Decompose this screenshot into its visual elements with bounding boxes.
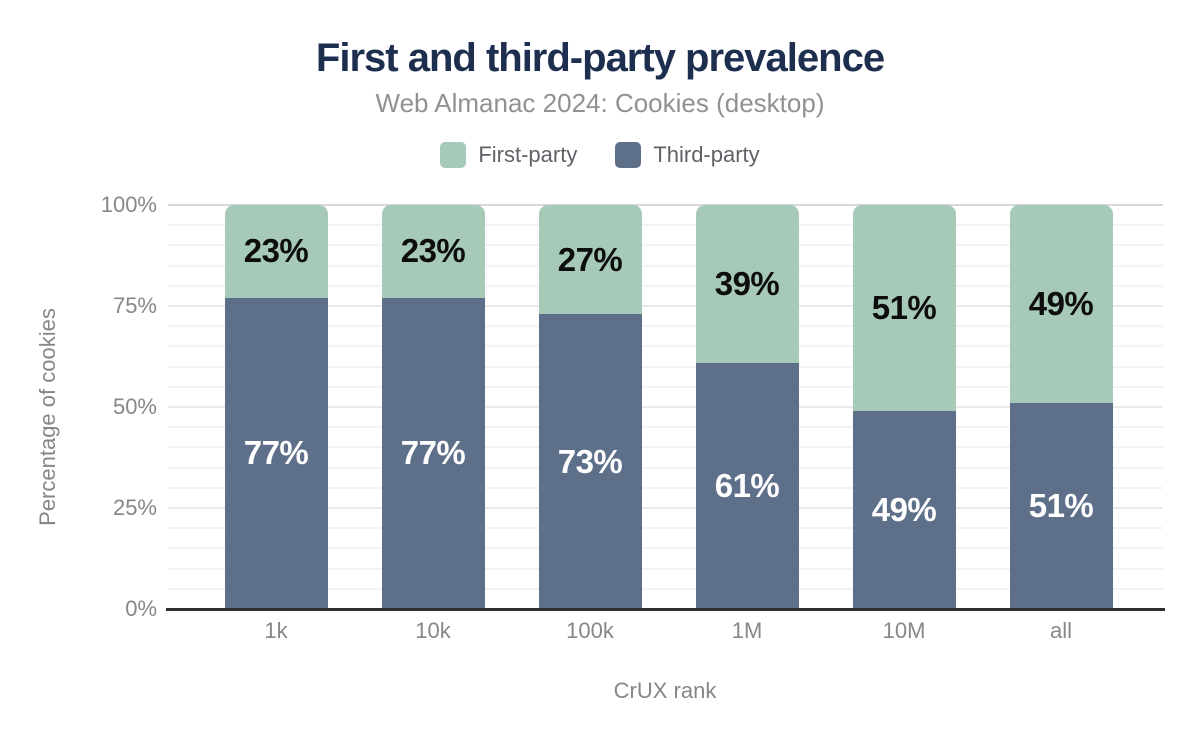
bar-value-label: 23% — [243, 232, 309, 270]
plot-area: 77% 23% 77% 23% 73% 27% 61% 39% 49% 51% 51% 49% — [166, 204, 1165, 611]
gridline-30 — [168, 486, 1163, 489]
bar-segment-all-third-party: 51% — [1009, 402, 1113, 609]
bar-value-label: 61% — [714, 466, 780, 504]
bar-segment-1M-third-party: 61% — [695, 362, 799, 609]
bar-segment-1M-first-party: 39% — [695, 205, 799, 363]
legend-item-first-party: First-party — [440, 142, 577, 168]
x-tick-100k: 100k — [566, 618, 614, 643]
gridline-85 — [168, 264, 1163, 267]
bar-group-1M: 61% 39% — [695, 205, 799, 609]
y-tick-0: 0% — [125, 596, 157, 621]
bar-segment-1k-third-party: 77% — [224, 297, 328, 609]
bar-group-100k: 73% 27% — [538, 205, 642, 609]
gridline-50 — [168, 406, 1163, 408]
bar-segment-10k-first-party: 23% — [381, 205, 485, 298]
gridline-60 — [168, 365, 1163, 368]
gridline-80 — [168, 284, 1163, 287]
legend: First-party Third-party — [0, 142, 1200, 168]
y-tick-100: 100% — [100, 192, 157, 217]
bar-group-all: 51% 49% — [1009, 205, 1113, 609]
bar-value-label: 49% — [1028, 284, 1094, 322]
x-axis-baseline — [166, 608, 1165, 611]
bar-segment-100k-first-party: 27% — [538, 205, 642, 315]
y-tick-50: 50% — [112, 394, 157, 419]
gridline-15 — [168, 547, 1163, 550]
bar-group-1k: 77% 23% — [224, 205, 328, 609]
legend-label: First-party — [478, 142, 578, 167]
bar-value-label: 51% — [1028, 486, 1094, 524]
bar-value-label: 77% — [243, 434, 309, 472]
legend-swatch — [615, 142, 642, 168]
gridline-75 — [168, 305, 1163, 307]
bar-value-label: 23% — [400, 232, 466, 270]
gridline-20 — [168, 527, 1163, 530]
gridline-25 — [168, 507, 1163, 509]
y-tick-75: 75% — [112, 293, 157, 318]
bar-segment-10M-third-party: 49% — [852, 411, 956, 609]
bar-value-label: 27% — [557, 240, 623, 278]
bar-segment-all-first-party: 49% — [1009, 205, 1113, 403]
gridline-10 — [168, 567, 1163, 570]
chart-title: First and third-party prevalence — [315, 36, 885, 80]
bar-value-label: 77% — [400, 434, 466, 472]
gridline-5 — [168, 587, 1163, 590]
gridline-95 — [168, 224, 1163, 227]
bar-segment-10k-third-party: 77% — [381, 297, 485, 609]
legend-item-third-party: Third-party — [615, 142, 760, 168]
bar-value-label: 51% — [871, 289, 937, 327]
gridline-55 — [168, 385, 1163, 388]
x-tick-10M: 10M — [882, 618, 926, 643]
legend-swatch — [440, 142, 467, 168]
x-tick-10k: 10k — [415, 618, 451, 643]
legend-label: Third-party — [653, 142, 760, 167]
bar-value-label: 73% — [557, 442, 623, 480]
gridline-35 — [168, 466, 1163, 469]
bar-group-10M: 49% 51% — [852, 205, 956, 609]
gridline-90 — [168, 244, 1163, 247]
x-tick-1M: 1M — [731, 618, 763, 643]
y-tick-25: 25% — [112, 495, 157, 520]
bar-segment-10M-first-party: 51% — [852, 205, 956, 412]
gridline-40 — [168, 446, 1163, 449]
gridline-100 — [168, 204, 1163, 206]
bar-segment-100k-third-party: 73% — [538, 314, 642, 609]
bar-segment-1k-first-party: 23% — [224, 205, 328, 298]
x-axis-title: CrUX rank — [613, 678, 717, 703]
gridline-65 — [168, 345, 1163, 348]
bar-value-label: 49% — [871, 491, 937, 529]
bar-group-10k: 77% 23% — [381, 205, 485, 609]
gridline-70 — [168, 325, 1163, 328]
bar-value-label: 39% — [714, 264, 780, 302]
chart-subtitle: Web Almanac 2024: Cookies (desktop) — [375, 88, 825, 118]
x-tick-all: all — [1049, 618, 1072, 643]
gridline-45 — [168, 426, 1163, 429]
x-tick-1k: 1k — [264, 618, 288, 643]
